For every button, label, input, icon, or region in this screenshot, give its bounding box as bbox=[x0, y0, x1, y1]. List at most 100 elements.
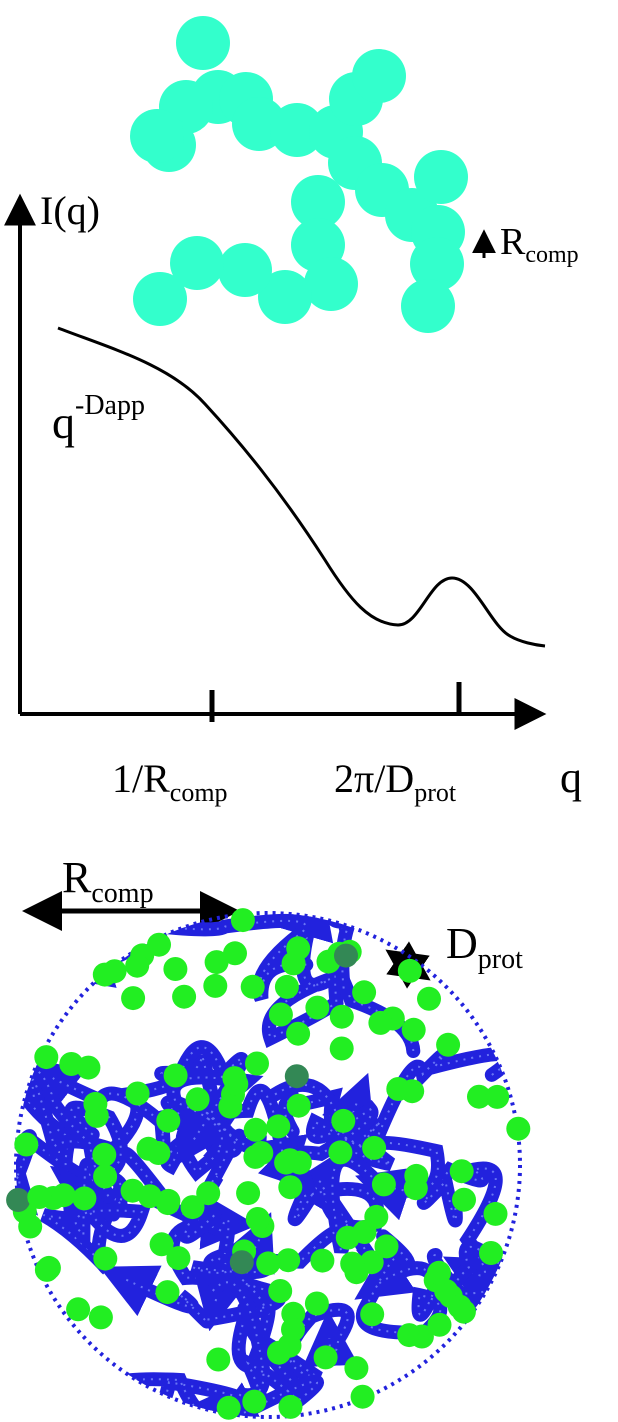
polymer-chain-highlight bbox=[263, 1308, 349, 1396]
protein-bead bbox=[364, 1204, 389, 1229]
protein-bead bbox=[34, 1045, 59, 1070]
protein-bead bbox=[216, 1395, 241, 1420]
chain-bead bbox=[401, 279, 455, 333]
protein-bead bbox=[331, 1108, 356, 1133]
protein-bead bbox=[427, 1312, 452, 1337]
protein-bead bbox=[93, 1164, 118, 1189]
protein-bead bbox=[362, 1135, 387, 1160]
protein-bead bbox=[121, 986, 146, 1011]
chain-bead bbox=[258, 270, 312, 324]
chain-bead bbox=[304, 257, 358, 311]
protein-bead bbox=[329, 1004, 354, 1029]
protein-bead bbox=[66, 1297, 91, 1322]
polymer-chain-highlight bbox=[16, 1042, 110, 1197]
complex-sketch: Rcomp Dprot bbox=[6, 853, 531, 1420]
protein-bead bbox=[34, 1257, 59, 1282]
protein-bead bbox=[242, 1389, 267, 1414]
protein-bead bbox=[125, 953, 150, 978]
protein-bead bbox=[218, 1094, 243, 1119]
protein-bead bbox=[14, 1132, 39, 1157]
protein-bead bbox=[204, 950, 229, 975]
protein-bead bbox=[155, 1280, 180, 1305]
chain-bead bbox=[352, 49, 406, 103]
x-axis-label: q bbox=[560, 753, 582, 802]
chain-bead bbox=[291, 175, 345, 229]
polymer-chain-highlight bbox=[31, 1078, 230, 1305]
protein-bead bbox=[185, 1087, 210, 1112]
protein-bead bbox=[268, 1002, 293, 1027]
tick-label-rcomp: 1/Rcomp bbox=[112, 756, 228, 807]
protein-size-label: Dprot bbox=[446, 919, 523, 975]
protein-bead bbox=[452, 1187, 476, 1212]
protein-bead bbox=[155, 1191, 180, 1216]
polymer-chains bbox=[16, 913, 520, 1417]
protein-bead bbox=[310, 1248, 335, 1273]
protein-bead bbox=[149, 1232, 174, 1257]
polymer-chain bbox=[257, 1078, 379, 1194]
chain-bead bbox=[414, 150, 468, 204]
protein-bead bbox=[180, 1195, 205, 1220]
protein-bead bbox=[329, 1036, 354, 1061]
protein-bead bbox=[224, 1072, 249, 1096]
chain-bead bbox=[218, 243, 272, 297]
protein-bead bbox=[287, 1150, 312, 1175]
protein-bead bbox=[344, 1356, 369, 1381]
protein-bead bbox=[284, 1064, 309, 1089]
protein-bead bbox=[172, 984, 197, 1009]
protein-bead bbox=[84, 1103, 109, 1128]
protein-bead bbox=[163, 1063, 188, 1088]
polymer-chain-highlight bbox=[268, 913, 415, 1052]
protein-bead bbox=[479, 1241, 503, 1265]
protein-bead bbox=[278, 1394, 303, 1419]
protein-bead bbox=[196, 1181, 221, 1206]
protein-bead bbox=[313, 1345, 338, 1370]
protein-bead bbox=[230, 908, 255, 933]
polymer-chain-highlight bbox=[172, 1058, 261, 1153]
protein-bead bbox=[427, 1260, 451, 1285]
chain-bead bbox=[410, 237, 464, 291]
protein-bead bbox=[286, 1021, 311, 1046]
protein-bead bbox=[163, 957, 188, 981]
protein-bead bbox=[467, 1084, 491, 1109]
protein-bead bbox=[397, 1323, 422, 1348]
protein-bead bbox=[229, 1250, 254, 1275]
protein-bead bbox=[286, 1093, 311, 1118]
protein-bead bbox=[206, 1347, 231, 1372]
protein-bead bbox=[276, 1248, 301, 1273]
protein-bead bbox=[6, 1188, 31, 1212]
protein-bead bbox=[386, 1077, 411, 1101]
polymer-chain-highlight bbox=[293, 1176, 410, 1282]
protein-bead bbox=[506, 1116, 531, 1141]
scattering-plot: I(q) q-Dapp 1/Rcomp 2π/Dprot q bbox=[4, 188, 582, 807]
complex-boundary bbox=[14, 911, 522, 1419]
protein-bead bbox=[18, 1214, 43, 1239]
protein-bead bbox=[268, 1279, 293, 1303]
y-axis-label: I(q) bbox=[40, 188, 100, 233]
protein-bead bbox=[352, 980, 377, 1005]
protein-bead bbox=[245, 1207, 270, 1231]
protein-bead bbox=[350, 1384, 375, 1409]
chain-bead bbox=[130, 109, 184, 163]
polymer-chain-highlight bbox=[212, 1281, 318, 1417]
protein-bead bbox=[243, 1117, 268, 1142]
chain-bead bbox=[133, 272, 187, 326]
protein-bead bbox=[451, 1299, 476, 1324]
protein-bead bbox=[72, 1186, 97, 1211]
protein-bead bbox=[266, 1114, 291, 1139]
polymer-chain-highlight bbox=[86, 1378, 246, 1417]
protein-bead bbox=[404, 1163, 429, 1188]
protein-bead bbox=[278, 1175, 303, 1200]
chain-bead bbox=[170, 236, 224, 290]
protein-bead bbox=[449, 1159, 474, 1184]
protein-bead bbox=[102, 959, 127, 984]
protein-bead bbox=[485, 1084, 510, 1109]
protein-bead bbox=[397, 958, 422, 983]
chain-bead bbox=[270, 103, 324, 157]
protein-bead bbox=[256, 1251, 281, 1276]
protein-bead bbox=[125, 1081, 150, 1106]
protein-bead bbox=[51, 1183, 76, 1208]
protein-bead bbox=[277, 1333, 302, 1358]
protein-beads bbox=[6, 908, 531, 1420]
scattering-curve bbox=[57, 326, 546, 648]
protein-bead bbox=[76, 1055, 101, 1080]
